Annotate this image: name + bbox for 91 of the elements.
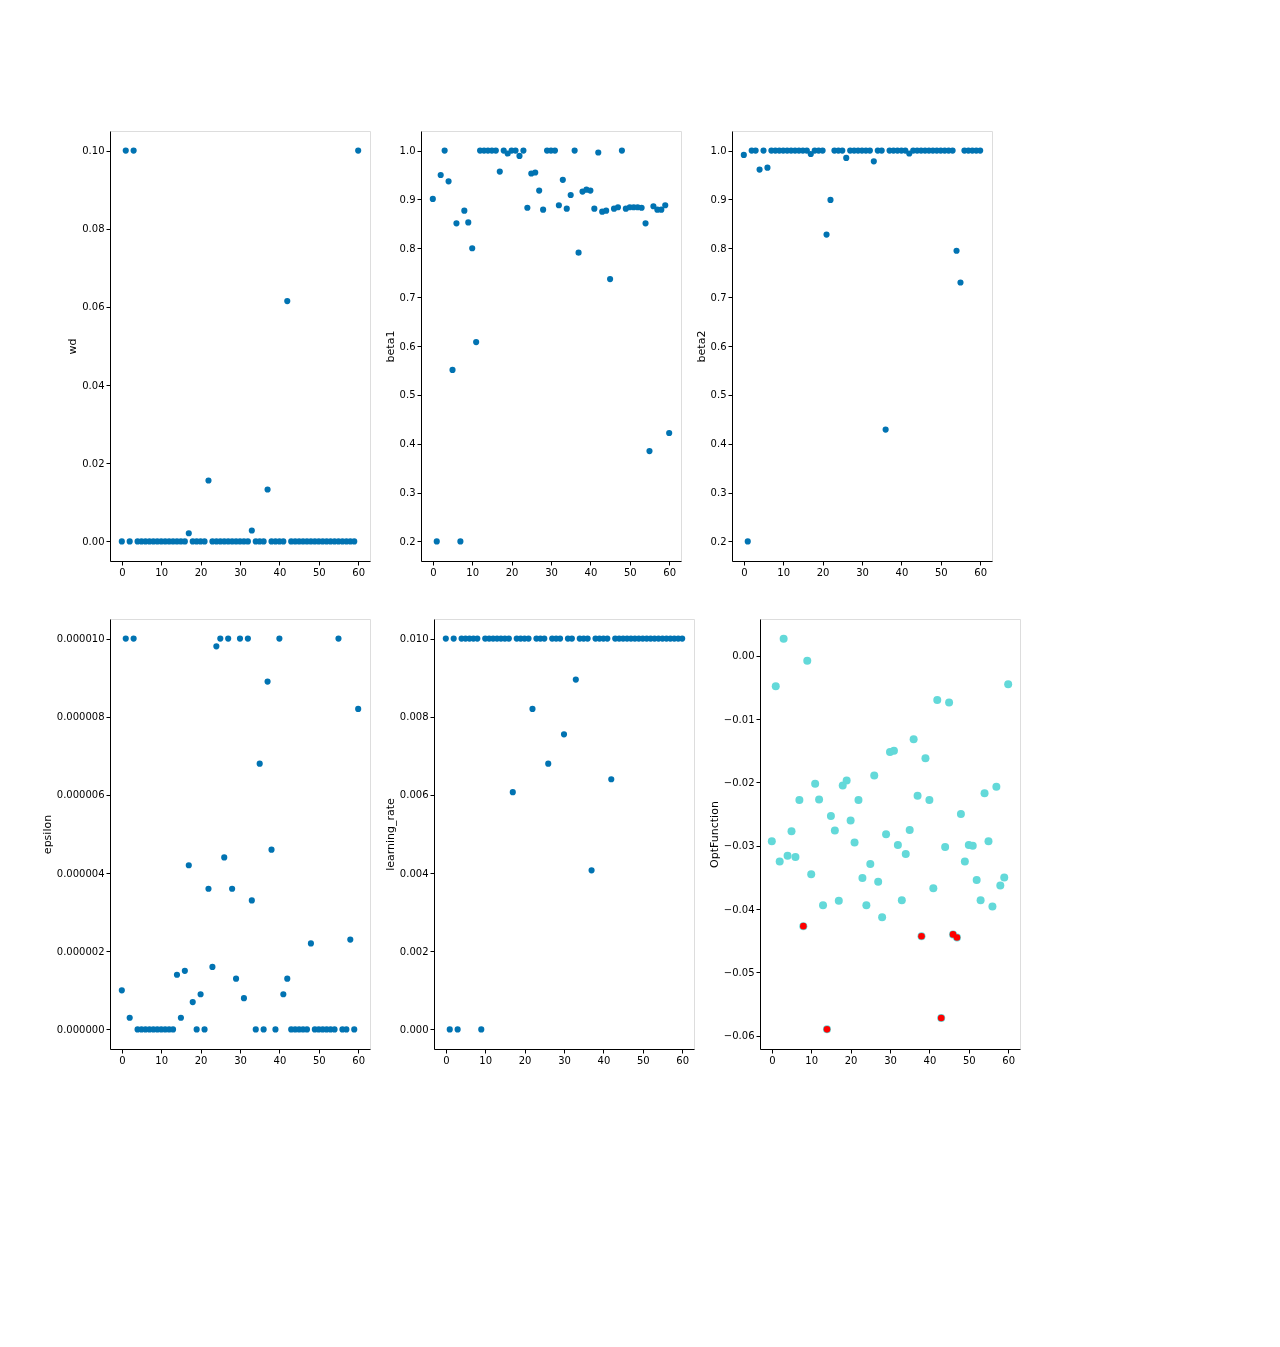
y-tick-label: 0.000008: [56, 711, 105, 723]
y-tick-label: 0.000002: [56, 945, 105, 957]
y-tick-label: 0.4: [399, 438, 416, 450]
x-tick-label: 20: [816, 566, 830, 578]
x-tick-label: 30: [234, 1054, 247, 1066]
y-axis-title: wd: [66, 338, 80, 355]
x-tick-label: 60: [676, 1054, 690, 1066]
y-tick-label: 0.002: [399, 945, 429, 957]
y-tick-label: −0.02: [723, 776, 755, 788]
x-tick-label: 0: [430, 566, 437, 578]
x-tick-label: 60: [663, 566, 677, 578]
y-tick-label: −0.06: [723, 1030, 755, 1042]
x-tick-label: 50: [636, 1054, 650, 1066]
x-tick-label: 20: [194, 1054, 208, 1066]
y-tick-label: −0.04: [723, 903, 755, 915]
y-axis-title: learning_rate: [383, 797, 397, 871]
x-tick-label: 60: [974, 566, 988, 578]
x-tick-label: 40: [923, 1054, 937, 1066]
y-tick-label: 1.0: [710, 145, 727, 157]
y-tick-label: 0.5: [399, 389, 416, 401]
x-tick-label: 0: [119, 566, 126, 578]
x-tick-label: 50: [312, 566, 326, 578]
x-tick-label: 0: [769, 1054, 776, 1066]
y-tick-label: 0.10: [82, 145, 105, 157]
x-tick-label: 30: [545, 566, 558, 578]
x-tick-label: 30: [884, 1054, 897, 1066]
y-tick-label: 0.000000: [56, 1023, 105, 1035]
x-tick-label: 40: [895, 566, 909, 578]
x-tick-label: 0: [119, 1054, 126, 1066]
y-tick-label: 0.6: [710, 340, 727, 352]
x-tick-label: 60: [352, 1054, 366, 1066]
y-axis-title: beta2: [694, 330, 708, 363]
y-tick-label: 0.9: [399, 193, 416, 205]
y-tick-label: 0.04: [82, 379, 105, 391]
x-tick-label: 50: [312, 1054, 326, 1066]
y-tick-label: 0.5: [710, 389, 727, 401]
y-tick-label: 0.010: [399, 633, 429, 645]
y-tick-label: −0.01: [723, 713, 755, 725]
x-tick-label: 10: [479, 1054, 493, 1066]
y-axis-title: epsilon: [40, 814, 54, 855]
y-tick-label: 0.02: [82, 457, 105, 469]
y-tick-label: 0.8: [710, 242, 727, 254]
x-tick-label: 60: [352, 566, 366, 578]
y-tick-label: 0.00: [732, 650, 755, 662]
y-tick-label: 0.7: [710, 291, 727, 303]
x-tick-label: 20: [518, 1054, 532, 1066]
y-tick-label: 0.000004: [56, 867, 105, 879]
y-tick-label: 0.8: [399, 242, 416, 254]
y-tick-label: 0.000010: [56, 633, 105, 645]
x-tick-label: 0: [741, 566, 748, 578]
x-tick-label: 10: [777, 566, 791, 578]
y-tick-label: 0.006: [399, 789, 429, 801]
y-tick-label: 0.2: [710, 535, 727, 547]
y-tick-label: 1.0: [399, 145, 416, 157]
y-tick-label: 0.08: [82, 223, 105, 235]
x-tick-label: 40: [584, 566, 598, 578]
x-tick-label: 40: [273, 1054, 287, 1066]
x-tick-label: 10: [805, 1054, 819, 1066]
x-tick-label: 40: [273, 566, 287, 578]
y-tick-label: 0.6: [399, 340, 416, 352]
y-tick-label: −0.03: [723, 840, 755, 852]
x-tick-label: 10: [155, 566, 169, 578]
x-tick-label: 30: [234, 566, 247, 578]
x-tick-label: 10: [466, 566, 480, 578]
x-tick-label: 30: [558, 1054, 571, 1066]
y-tick-label: −0.05: [723, 966, 755, 978]
x-tick-label: 10: [155, 1054, 169, 1066]
y-tick-label: 0.9: [710, 193, 727, 205]
y-tick-label: 0.000: [399, 1023, 429, 1035]
y-tick-label: 0.2: [399, 535, 416, 547]
x-tick-label: 0: [443, 1054, 450, 1066]
y-tick-label: 0.7: [399, 291, 416, 303]
y-tick-label: 0.000006: [56, 789, 105, 801]
y-axis-title: OptFunction: [707, 801, 721, 868]
y-tick-label: 0.4: [710, 438, 727, 450]
x-tick-label: 20: [844, 1054, 858, 1066]
x-tick-label: 50: [623, 566, 637, 578]
y-tick-label: 0.3: [399, 487, 416, 499]
y-tick-label: 0.3: [710, 487, 727, 499]
x-tick-label: 60: [1002, 1054, 1016, 1066]
x-tick-label: 50: [934, 566, 948, 578]
y-tick-label: 0.008: [399, 711, 429, 723]
x-tick-label: 20: [194, 566, 208, 578]
x-tick-label: 30: [856, 566, 869, 578]
x-tick-label: 50: [962, 1054, 976, 1066]
y-tick-label: 0.004: [399, 867, 429, 879]
y-tick-label: 0.06: [82, 301, 105, 313]
x-tick-label: 40: [597, 1054, 611, 1066]
y-axis-title: beta1: [383, 330, 397, 363]
y-tick-label: 0.00: [82, 535, 105, 547]
x-tick-label: 20: [505, 566, 519, 578]
